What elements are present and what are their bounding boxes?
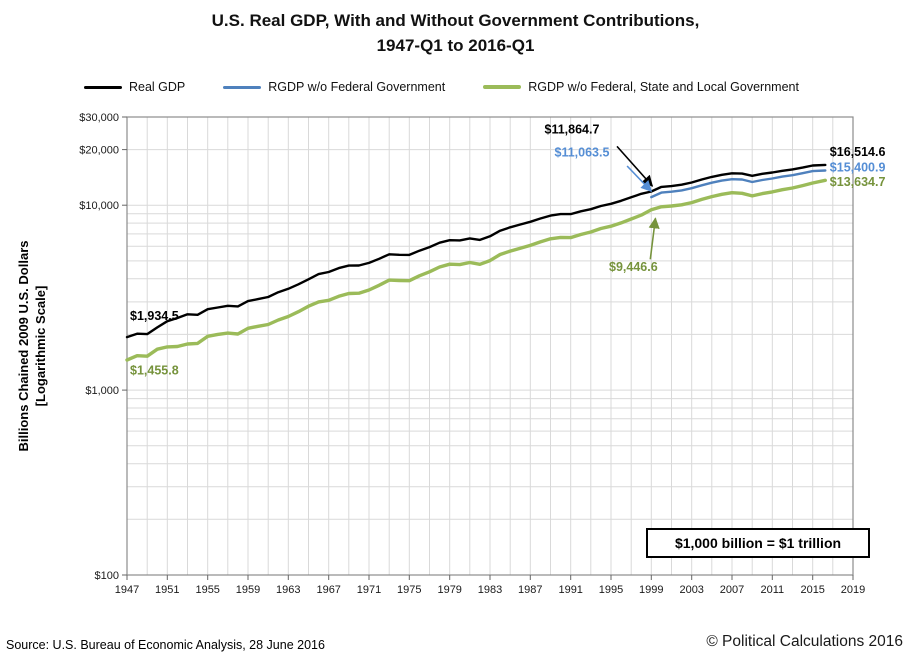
annotation-label-15-400-9: $15,400.9 [830, 161, 886, 175]
annotation-arrow [648, 217, 660, 260]
annotation-arrow [616, 145, 654, 187]
x-tick-label: 1979 [437, 584, 461, 596]
annotation-label-11-864-7: $11,864.7 [545, 122, 600, 136]
legend-item-2: RGDP w/o Federal, State and Local Govern… [483, 80, 799, 94]
series-rgdp-w-o-federal-government [650, 169, 827, 199]
legend-label: RGDP w/o Federal, State and Local Govern… [528, 80, 799, 94]
legend-label: Real GDP [129, 80, 186, 94]
y-tick-label: $20,000 [79, 145, 119, 157]
legend-label: RGDP w/o Federal Government [268, 80, 446, 94]
chart-legend: Real GDP RGDP w/o Federal Government RGDP … [84, 80, 799, 94]
x-tick-label: 2015 [800, 584, 824, 596]
x-tick-label: 1959 [236, 584, 260, 596]
series-lines [125, 163, 827, 362]
annotation-label-9-446-6: $9,446.6 [609, 260, 658, 274]
annotation-label-1-934-5: $1,934.5 [130, 309, 179, 323]
annotation-label-13-634-7: $13,634.7 [830, 175, 886, 189]
x-tick-label: 1983 [478, 584, 502, 596]
x-tick-label: 1951 [155, 584, 179, 596]
annotation-arrow [626, 165, 653, 193]
y-axis-title: Billions Chained 2009 U.S. Dollars [Logar… [16, 241, 48, 452]
legend-line-sample [483, 85, 522, 89]
legend-line-sample [223, 85, 262, 89]
x-tick-label: 1999 [639, 584, 663, 596]
x-tick-label: 2011 [760, 584, 784, 596]
legend-item-1: RGDP w/o Federal Government [223, 80, 445, 94]
y-tick-label: $30,000 [79, 112, 119, 124]
annotation-label-16-514-6: $16,514.6 [830, 145, 886, 159]
x-tick-label: 1975 [397, 584, 421, 596]
source-note: Source: U.S. Bureau of Economic Analysis… [6, 638, 325, 652]
x-tick-label: 1971 [357, 584, 381, 596]
x-tick-label: 2003 [679, 584, 703, 596]
chart-title: U.S. Real GDP, With and Without Governme… [0, 8, 911, 58]
x-tick-label: 1947 [115, 584, 139, 596]
legend-item-0: Real GDP [84, 80, 185, 94]
copyright-note: © Political Calculations 2016 [706, 633, 903, 650]
y-tick-label: $100 [95, 570, 119, 582]
chart-title-line1: U.S. Real GDP, With and Without Governme… [211, 11, 700, 30]
x-tick-label: 1987 [518, 584, 542, 596]
y-axis: $100 $1,000 $10,000 $20,000 $30,000 [79, 112, 127, 582]
gridlines [126, 117, 854, 575]
series-rgdp-w-o-federal-state-and-local-government [125, 178, 827, 362]
trillion-note-box: $1,000 billion = $1 trillion [646, 528, 870, 558]
x-tick-label: 1963 [276, 584, 300, 596]
annotation-label-11-063-5: $11,063.5 [555, 146, 610, 160]
x-tick-label: 1967 [316, 584, 340, 596]
x-tick-label: 2007 [720, 584, 744, 596]
annotations: $1,934.5 $1,455.8 $11,864.7 $11,063.5 $9,446… [130, 122, 885, 377]
x-tick-label: 1991 [558, 584, 582, 596]
x-tick-label: 2019 [841, 584, 865, 596]
x-axis: 1947 1951 1955 1959 1963 1967 1971 1975 1979 1983… [115, 575, 865, 596]
series-real-gdp [125, 163, 827, 339]
x-tick-label: 1995 [599, 584, 623, 596]
y-tick-label: $1,000 [85, 385, 119, 397]
annotation-label-1-455-8: $1,455.8 [130, 364, 179, 378]
chart-title-line2: 1947-Q1 to 2016-Q1 [376, 36, 535, 55]
y-tick-label: $10,000 [79, 200, 119, 212]
legend-line-sample [84, 85, 122, 89]
x-tick-label: 1955 [195, 584, 219, 596]
